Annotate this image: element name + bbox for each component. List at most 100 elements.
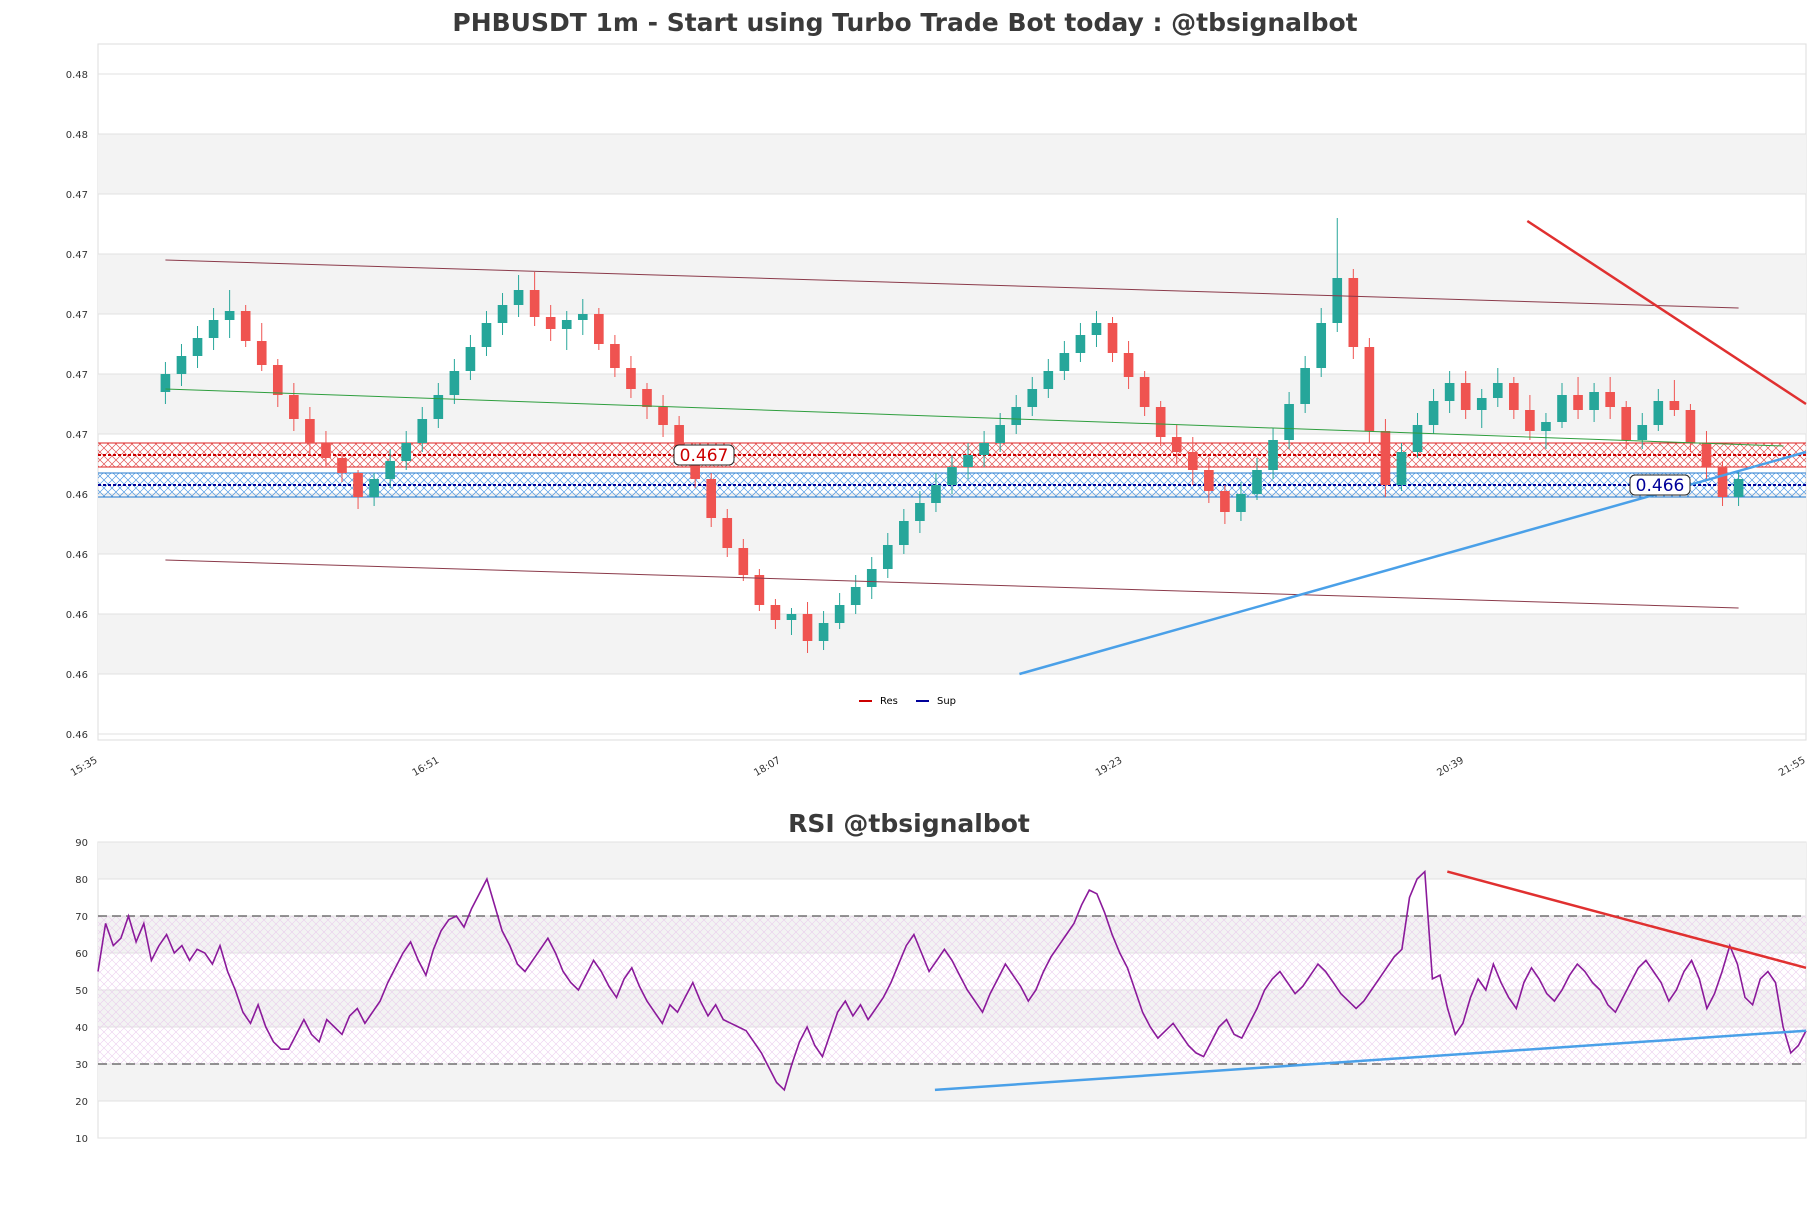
candle-body-up: [481, 323, 492, 347]
candle-body-down: [1669, 401, 1680, 410]
price-plot-background: [97, 43, 1807, 741]
rsi-line: [97, 869, 1807, 1092]
candle-body-up: [1444, 383, 1455, 401]
candle-body-up: [1011, 407, 1022, 425]
rsi-y-tick-label: 60: [75, 949, 88, 960]
candle-body-down: [690, 455, 700, 479]
candle-body-up: [1300, 368, 1310, 404]
candle-body-down: [1380, 431, 1391, 485]
price-y-tick-label: 0.47: [66, 430, 88, 441]
rsi-y-axis: 10 20 30 40 50 60 70 80 90: [75, 838, 88, 1145]
candle-body-up: [1043, 371, 1054, 389]
rsi-chart-title: RSI @tbsignalbot: [788, 809, 1030, 838]
candle-body-up: [1637, 425, 1648, 440]
price-x-tick-label: 16:51: [411, 755, 441, 779]
candle-body-up: [561, 320, 572, 329]
price-panel: PHBUSDT 1m - Start using Turbo Trade Bot…: [66, 8, 1808, 779]
price-y-tick-label: 0.47: [66, 190, 88, 201]
price-y-tick-label: 0.46: [66, 490, 88, 501]
candle-body-up: [1091, 323, 1102, 335]
candle-body-down: [674, 425, 684, 455]
rsi-trend-lines: [934, 870, 1807, 1092]
rsi-neutral-zone: [98, 916, 1806, 1064]
candle-body-up: [866, 569, 877, 587]
candle-body-up: [850, 587, 861, 605]
rsi-grid-band: [98, 842, 1806, 879]
price-y-tick-label: 0.47: [66, 310, 88, 321]
price-y-tick-label: 0.48: [66, 70, 88, 81]
candle-body-up: [1268, 440, 1278, 470]
price-grid-band: [98, 494, 1806, 554]
rsi-y-tick-label: 50: [75, 986, 88, 997]
candle-body-up: [818, 623, 829, 641]
candle-body-down: [802, 614, 813, 641]
candle-body-up: [160, 374, 171, 392]
price-y-tick-label: 0.47: [66, 250, 88, 261]
candle-body-down: [1107, 323, 1118, 353]
candle-body-up: [1541, 422, 1551, 431]
rsi-y-tick-label: 20: [75, 1097, 88, 1108]
rsi-y-tick-label: 70: [75, 912, 88, 923]
candle-body-up: [513, 290, 524, 305]
candle-body-down: [1155, 407, 1166, 437]
resistance-trend-line: [1526, 219, 1807, 406]
channel-bottom-line: [165, 559, 1739, 609]
rsi-support-trend-line: [934, 1029, 1807, 1092]
rsi-resistance-trend-line: [1446, 870, 1807, 970]
candle-body-up: [834, 605, 845, 623]
rsi-y-tick-label: 90: [75, 838, 88, 849]
candle-body-up: [449, 371, 460, 395]
candle-body-down: [240, 311, 251, 341]
rsi-series: [97, 869, 1807, 1092]
candle-body-up: [931, 485, 941, 503]
sup-price-label: 0.466: [1629, 474, 1691, 496]
res-price-label: 0.467: [673, 444, 735, 466]
candle-body-down: [1204, 470, 1214, 491]
price-x-tick-label: 15:35: [69, 755, 99, 779]
candle-body-down: [1364, 347, 1375, 431]
candle-body-down: [1123, 353, 1134, 377]
candle-body-up: [497, 305, 508, 323]
candle-body-up: [208, 320, 219, 338]
candle-body-up: [1075, 335, 1086, 353]
price-x-tick-label: 21:55: [1777, 755, 1807, 779]
candle-body-up: [577, 314, 588, 320]
price-x-axis: 15:35 16:51 18:07 19:23 20:39 21:55: [69, 755, 1807, 779]
candle-body-down: [610, 344, 620, 368]
candle-body-down: [1509, 383, 1519, 410]
candle-body-up: [1557, 395, 1567, 422]
candle-body-up: [915, 503, 925, 521]
candle-body-up: [465, 347, 476, 371]
price-y-tick-label: 0.48: [66, 130, 88, 141]
candle-body-down: [1187, 452, 1198, 470]
price-grid-band: [98, 614, 1806, 674]
candle-body-up: [1492, 383, 1503, 398]
candle-body-down: [1621, 407, 1632, 440]
price-chart-title: PHBUSDT 1m - Start using Turbo Trade Bot…: [452, 8, 1357, 37]
candle-body-up: [1316, 323, 1327, 368]
mid-line-line: [165, 388, 1784, 447]
candle-body-up: [1653, 401, 1664, 425]
candle-body-up: [786, 614, 797, 620]
candle-body-up: [1412, 425, 1423, 452]
rsi-y-tick-label: 10: [75, 1134, 88, 1145]
candle-body-up: [1396, 452, 1407, 485]
candle-body-up: [1589, 392, 1599, 410]
rsi-plot-background: [97, 841, 1807, 1139]
candle-body-up: [1284, 404, 1294, 440]
candle-body-up: [1332, 278, 1343, 323]
price-grid-band: [98, 134, 1806, 194]
candle-body-down: [337, 458, 347, 473]
candle-body-down: [1717, 467, 1728, 497]
candle-body-down: [1348, 278, 1359, 347]
channel-top-line: [165, 259, 1739, 309]
candle-body-down: [738, 548, 749, 575]
candlesticks: [160, 218, 1744, 653]
candle-body-down: [353, 473, 363, 497]
price-y-tick-label: 0.46: [66, 670, 88, 681]
price-x-tick-label: 19:23: [1094, 755, 1124, 779]
candle-body-up: [899, 521, 909, 545]
candle-body-down: [1701, 443, 1712, 467]
candle-body-up: [1027, 389, 1038, 407]
candle-body-down: [1171, 437, 1182, 452]
